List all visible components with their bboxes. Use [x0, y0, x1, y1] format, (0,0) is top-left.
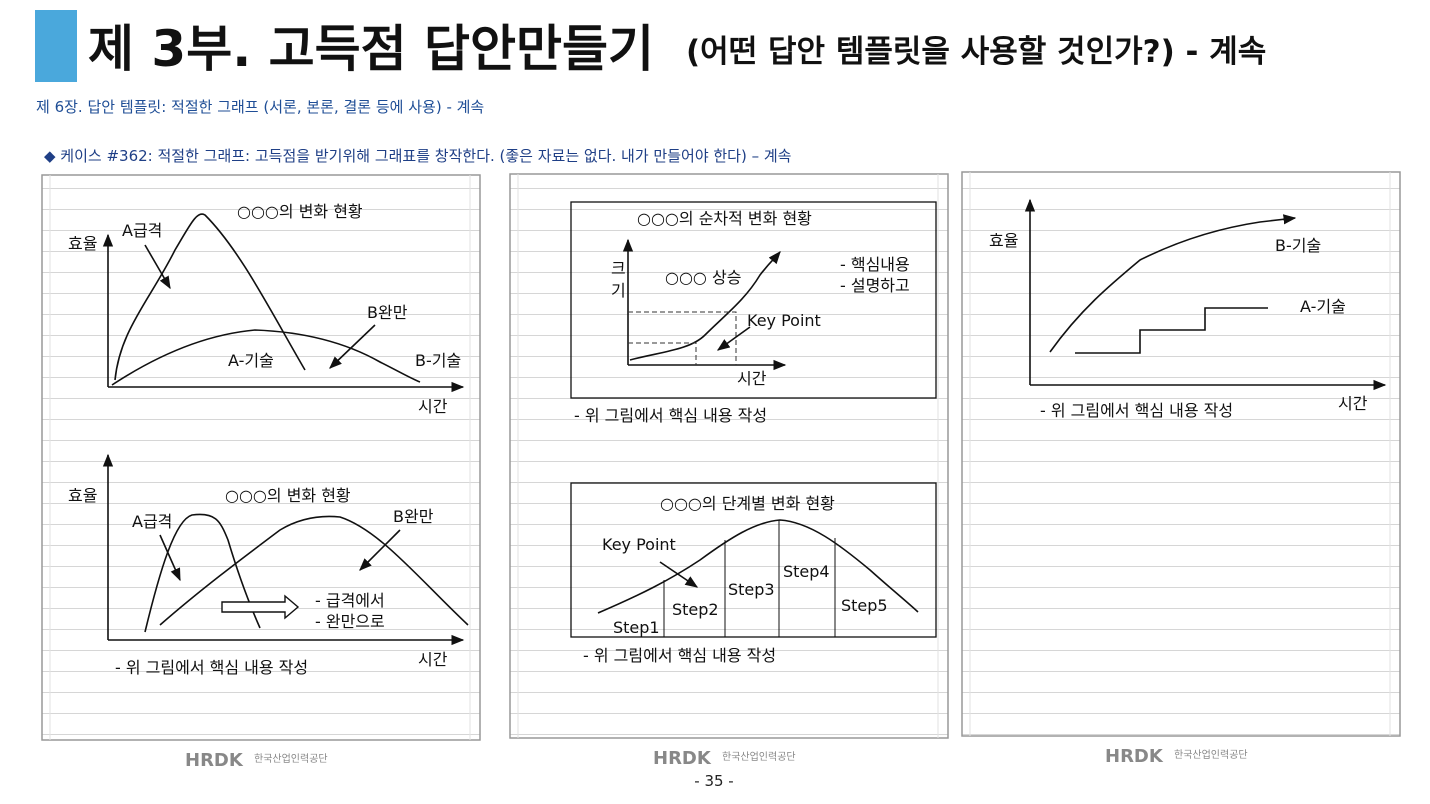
figure-title: ○○○의 변화 현황	[237, 202, 363, 221]
page-number: - 35 -	[694, 772, 733, 790]
label: A-기술	[228, 351, 274, 370]
label: - 급격에서	[315, 591, 385, 610]
title-accent	[35, 10, 77, 82]
label: 시간	[418, 397, 448, 416]
chapter: 제 6장. 답안 템플릿: 적절한 그래프 (서론, 본론, 결론 등에 사용)…	[36, 98, 484, 116]
logo-mark: HRDK	[653, 748, 712, 769]
logo-mark: HRDK	[185, 750, 244, 771]
label: 시간	[1338, 394, 1368, 413]
label: Step3	[728, 580, 775, 599]
label: Key Point	[602, 535, 676, 554]
label: Key Point	[747, 311, 821, 330]
label: B-기술	[1275, 236, 1321, 255]
figure: ○○○의 순차적 변화 현황 크 기 ○○○ 상승 - 핵심내용 - 설명하고 …	[570, 201, 937, 425]
label: B완만	[367, 303, 408, 322]
label: 시간	[737, 369, 767, 388]
panel	[41, 174, 481, 741]
label: A급격	[132, 512, 172, 531]
label: - 핵심내용	[840, 255, 910, 274]
label: 기	[611, 281, 626, 300]
note: - 위 그림에서 핵심 내용 작성	[115, 658, 308, 677]
label: ○○○ 상승	[665, 268, 741, 287]
label: A-기술	[1300, 297, 1346, 316]
figure: 효율 B-기술 A-기술 시간 - 위 그림에서 핵심 내용 작성	[989, 198, 1387, 420]
note: - 위 그림에서 핵심 내용 작성	[583, 646, 776, 665]
case: ◆ 케이스 #362: 적절한 그래프: 고득점을 받기위해 그래표를 창작한다…	[44, 147, 792, 165]
figure: ○○○의 단계별 변화 현황 Key Point Step1 Step2 Ste…	[570, 482, 937, 665]
logo-name: 한국산업인력공단	[254, 752, 328, 765]
logo-name: 한국산업인력공단	[722, 750, 796, 763]
label: - 설명하고	[840, 276, 910, 295]
footer: HRDK 한국산업인력공단 HRDK 한국산업인력공단 HRDK 한국산업인력공…	[185, 746, 1248, 790]
panels	[41, 171, 1401, 741]
label: Step2	[672, 600, 719, 619]
label: Step5	[841, 596, 888, 615]
logo-mark: HRDK	[1105, 746, 1164, 767]
figure: ○○○의 변화 현황 효율 A급격 B완만 - 급격에서 - 완만으로 시간 -…	[68, 453, 469, 677]
paper-lines	[49, 172, 1391, 740]
label: 효율	[68, 234, 97, 253]
figure-title: ○○○의 단계별 변화 현황	[660, 494, 835, 513]
figure-title: ○○○의 순차적 변화 현황	[637, 209, 812, 228]
label: Step1	[613, 618, 660, 637]
label: 크	[611, 259, 626, 278]
title-note: (어떤 답안 템플릿을 사용할 것인가?) - 계속	[686, 34, 1266, 70]
figure-title: ○○○의 변화 현황	[225, 486, 351, 505]
label: 시간	[418, 650, 448, 669]
title: 제 3부. 고득점 답안만들기	[88, 20, 654, 78]
label: 효율	[68, 486, 97, 505]
label: A급격	[122, 221, 162, 240]
figure: ○○○의 변화 현황 효율 A급격 B완만 A-기술 B-기술 시간	[68, 202, 465, 416]
logo-name: 한국산업인력공단	[1174, 748, 1248, 761]
label: B완만	[393, 507, 434, 526]
label: - 완만으로	[315, 612, 385, 631]
panel	[509, 173, 949, 739]
note: - 위 그림에서 핵심 내용 작성	[1040, 401, 1233, 420]
label: B-기술	[415, 351, 461, 370]
note: - 위 그림에서 핵심 내용 작성	[574, 406, 767, 425]
label: 효율	[989, 231, 1018, 250]
panel	[961, 171, 1401, 737]
label: Step4	[783, 562, 830, 581]
